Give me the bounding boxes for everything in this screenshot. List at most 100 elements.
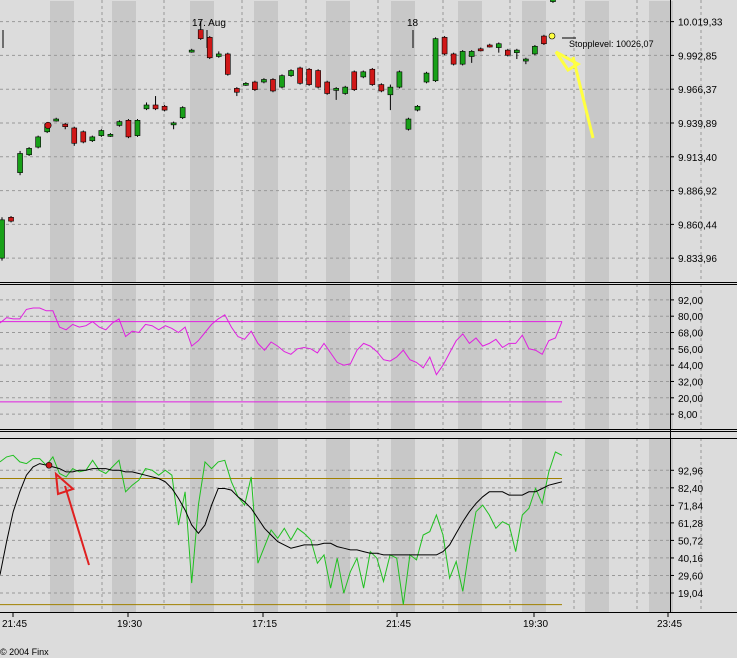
candle-body bbox=[80, 131, 87, 143]
copyright-text: © 2004 Finx bbox=[0, 647, 49, 657]
time-axis: 21:45 19:30 17:15 21:45 19:30 23:45 bbox=[2, 612, 682, 630]
candle-body bbox=[360, 71, 367, 78]
candle-body bbox=[450, 53, 457, 65]
time-band bbox=[649, 285, 673, 429]
candle-body bbox=[170, 122, 177, 126]
candle-body bbox=[206, 37, 213, 59]
time-band bbox=[190, 285, 214, 429]
time-band bbox=[522, 439, 546, 612]
candle-body bbox=[225, 53, 231, 75]
candle-body bbox=[405, 118, 412, 130]
rsi-tick-label: 8,00 bbox=[678, 410, 698, 421]
candle-body bbox=[134, 120, 141, 136]
candle-body bbox=[107, 134, 114, 137]
candle-body bbox=[315, 70, 321, 88]
time-band bbox=[585, 285, 609, 429]
time-band bbox=[254, 1, 278, 282]
candle-body bbox=[8, 216, 14, 222]
price-tick-label: 9.992,85 bbox=[678, 51, 717, 62]
candle-body bbox=[98, 130, 105, 136]
panel-dividers bbox=[0, 0, 737, 613]
price-tick-label: 9.939,89 bbox=[678, 119, 717, 130]
candle-body bbox=[324, 81, 330, 94]
time-band bbox=[649, 1, 673, 282]
time-band bbox=[458, 285, 482, 429]
time-band bbox=[112, 285, 136, 429]
stochastic-axis: 92,96 82,40 71,84 61,28 50,72 40,16 29,60 19,04 bbox=[670, 466, 703, 600]
candle-body bbox=[35, 136, 41, 148]
candle-body bbox=[523, 58, 529, 62]
candle-body bbox=[486, 44, 493, 48]
stochastic-k-line bbox=[0, 451, 563, 605]
candle-body bbox=[53, 118, 59, 122]
time-band bbox=[458, 439, 482, 612]
time-band bbox=[50, 1, 74, 282]
candle-body bbox=[477, 48, 484, 52]
candle-body bbox=[0, 219, 5, 259]
time-band bbox=[585, 439, 609, 612]
price-tick-label: 10.019,33 bbox=[678, 18, 723, 29]
stochastic-panel bbox=[0, 451, 563, 606]
candle-body bbox=[495, 43, 502, 48]
candle-body bbox=[468, 51, 475, 57]
time-band bbox=[391, 285, 415, 429]
price-signal-marker bbox=[44, 121, 52, 129]
price-tick-label: 9.860,44 bbox=[678, 220, 717, 231]
price-axis: 10.019,33 9.992,85 9.966,37 9.939,89 9.913,4… bbox=[670, 18, 723, 265]
candle-body bbox=[432, 38, 439, 82]
candle-body bbox=[26, 148, 32, 156]
rsi-tick-label: 56,00 bbox=[678, 345, 703, 356]
price-tick-label: 9.966,37 bbox=[678, 85, 717, 96]
date-label-18: 18 bbox=[407, 18, 419, 29]
candle-body bbox=[261, 79, 267, 83]
candle-body bbox=[459, 51, 466, 65]
candle-body bbox=[116, 121, 123, 126]
time-bands bbox=[50, 1, 673, 612]
candle-body bbox=[17, 153, 23, 173]
stochastic-tick-label: 19,04 bbox=[678, 589, 703, 600]
price-panel bbox=[0, 0, 556, 261]
candle-body bbox=[71, 127, 78, 144]
price-tick-label: 9.833,96 bbox=[678, 254, 717, 265]
rsi-tick-label: 68,00 bbox=[678, 329, 703, 340]
candle-body bbox=[532, 45, 538, 55]
time-tick-label: 19:30 bbox=[523, 619, 548, 630]
candle-body bbox=[541, 35, 547, 45]
rsi-tick-label: 32,00 bbox=[678, 377, 703, 388]
stochastic-tick-label: 29,60 bbox=[678, 571, 703, 582]
time-band bbox=[50, 285, 74, 429]
candle-body bbox=[441, 37, 448, 55]
stop-level-annotation: Stopplevel: 10026,07 bbox=[569, 39, 654, 49]
time-tick-label: 21:45 bbox=[2, 619, 27, 630]
stochastic-tick-label: 61,28 bbox=[678, 519, 703, 530]
candle-body bbox=[514, 49, 520, 53]
candle-body bbox=[297, 67, 303, 84]
time-band bbox=[112, 1, 136, 282]
candle-body bbox=[387, 86, 394, 96]
rsi-line bbox=[0, 307, 563, 376]
candle-body bbox=[215, 53, 222, 57]
stop-level-marker bbox=[548, 32, 576, 40]
stochastic-signal-marker bbox=[45, 461, 53, 469]
candle-body bbox=[125, 120, 132, 138]
time-band bbox=[254, 285, 278, 429]
stochastic-tick-label: 40,16 bbox=[678, 554, 703, 565]
candle-body bbox=[152, 104, 159, 110]
price-tick-label: 9.886,92 bbox=[678, 187, 717, 198]
candle-body bbox=[378, 84, 385, 92]
time-band bbox=[326, 1, 350, 282]
time-band bbox=[254, 439, 278, 612]
stochastic-tick-label: 92,96 bbox=[678, 466, 703, 477]
candle-body bbox=[252, 81, 258, 90]
time-band bbox=[458, 1, 482, 282]
candle-body bbox=[188, 49, 195, 53]
candle-body bbox=[89, 136, 96, 142]
candle-body bbox=[161, 105, 168, 111]
red-arrow-shaft bbox=[64, 485, 90, 566]
stop-level-dot bbox=[548, 32, 556, 40]
red-arrow-head bbox=[54, 471, 75, 496]
yellow-arrow-head bbox=[554, 50, 582, 73]
rsi-panel bbox=[0, 307, 563, 403]
time-band bbox=[522, 285, 546, 429]
